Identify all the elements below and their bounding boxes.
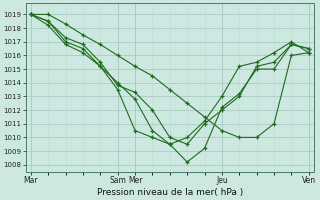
- X-axis label: Pression niveau de la mer( hPa ): Pression niveau de la mer( hPa ): [97, 188, 243, 197]
